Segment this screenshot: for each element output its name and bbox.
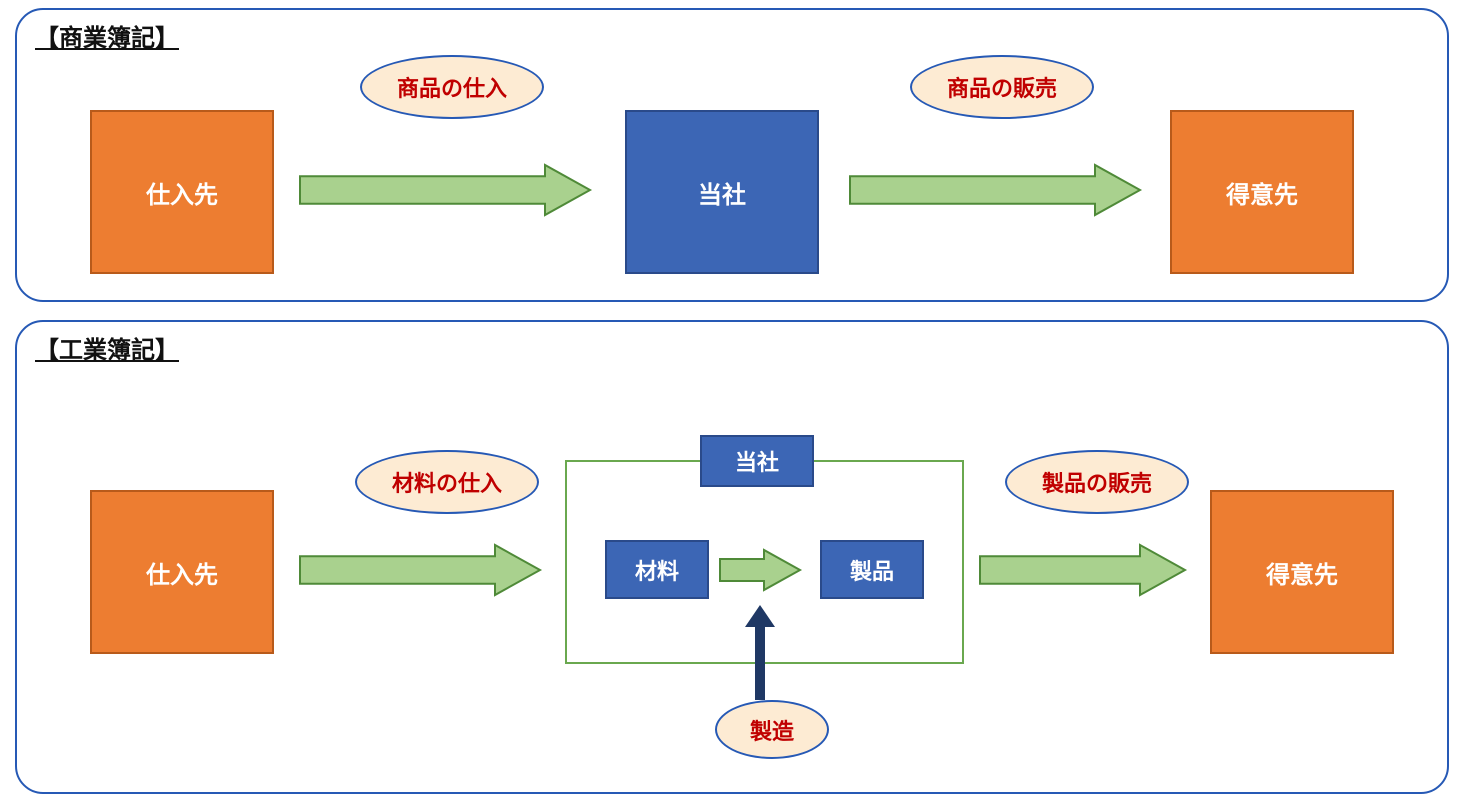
label: 得意先 <box>1266 555 1338 590</box>
box-company-top: 当社 <box>625 110 819 274</box>
arrow-purchase-top <box>300 155 590 225</box>
box-customer-bottom: 得意先 <box>1210 490 1394 654</box>
label: 当社 <box>735 445 779 477</box>
arrow-product-sale <box>980 535 1185 605</box>
arrow-manufacture-up <box>740 605 780 700</box>
label: 商品の販売 <box>947 71 1057 103</box>
oval-purchase-top: 商品の仕入 <box>360 55 544 119</box>
label: 製品の販売 <box>1042 466 1152 498</box>
label: 製造 <box>750 714 794 746</box>
panel-title-industrial: 【工業簿記】 <box>35 330 179 365</box>
label: 得意先 <box>1226 175 1298 210</box>
panel-title-commercial: 【商業簿記】 <box>35 18 179 53</box>
box-company-bottom: 当社 <box>700 435 814 487</box>
label: 当社 <box>698 175 746 210</box>
oval-sale-top: 商品の販売 <box>910 55 1094 119</box>
box-product: 製品 <box>820 540 924 599</box>
label: 製品 <box>850 554 894 586</box>
label: 仕入先 <box>146 175 218 210</box>
label: 材料 <box>635 554 679 586</box>
oval-material-purchase: 材料の仕入 <box>355 450 539 514</box>
oval-product-sale: 製品の販売 <box>1005 450 1189 514</box>
arrow-material-purchase <box>300 535 540 605</box>
arrow-manufacture-inner <box>720 540 800 600</box>
box-supplier-bottom: 仕入先 <box>90 490 274 654</box>
arrow-sale-top <box>850 155 1140 225</box>
oval-manufacture: 製造 <box>715 700 829 759</box>
box-supplier-top: 仕入先 <box>90 110 274 274</box>
box-customer-top: 得意先 <box>1170 110 1354 274</box>
label: 商品の仕入 <box>397 71 507 103</box>
label: 仕入先 <box>146 555 218 590</box>
label: 材料の仕入 <box>392 466 502 498</box>
box-material: 材料 <box>605 540 709 599</box>
